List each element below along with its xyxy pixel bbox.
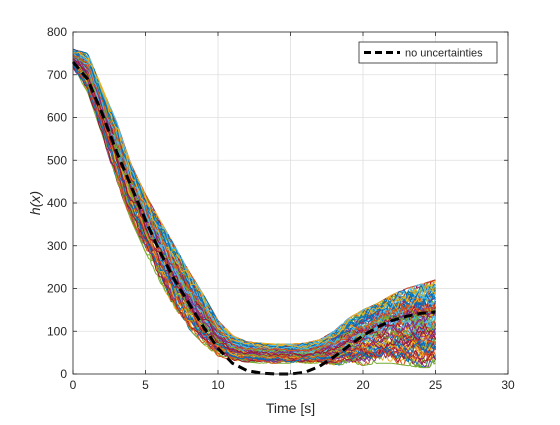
x-tick-label: 25: [429, 378, 443, 392]
ensemble-trajectory: [72, 53, 436, 351]
y-tick-label: 600: [47, 111, 67, 125]
ensemble-trajectory: [72, 66, 436, 369]
ensemble-trajectory: [72, 53, 436, 352]
legend-label-no-uncertainties: no uncertainties: [405, 48, 483, 60]
ensemble-trajectory: [72, 59, 436, 358]
y-tick-label: 400: [47, 196, 67, 210]
x-tick-label: 10: [211, 378, 225, 392]
ensemble-trajectory: [72, 58, 436, 357]
ensemble-trajectory: [72, 51, 436, 349]
x-tick-label: 5: [142, 378, 149, 392]
ensemble-trajectory: [72, 65, 436, 365]
ensemble-trajectory: [72, 63, 436, 363]
ensemble-trajectory: [72, 67, 436, 369]
reference-line-layer: [71, 60, 436, 376]
x-tick-label: 30: [501, 378, 515, 392]
y-tick-label: 200: [47, 282, 67, 296]
y-tick-label: 100: [47, 324, 67, 338]
x-tick-label: 20: [356, 378, 370, 392]
legend-box: [358, 41, 498, 64]
ensemble-trajectory: [72, 48, 436, 348]
y-tick-label: 800: [47, 25, 67, 39]
y-tick-label: 0: [60, 367, 67, 381]
y-tick-label: 300: [47, 239, 67, 253]
ensemble-lines: [72, 48, 436, 369]
y-tick-label: 700: [47, 68, 67, 82]
x-tick-label: 15: [284, 378, 298, 392]
ensemble-trajectory: [72, 51, 436, 351]
legend: no uncertainties: [358, 41, 498, 64]
x-tick-label: 0: [70, 378, 77, 392]
reference-line-no-uncertainties: [71, 60, 436, 376]
x-axis-label: Time [s]: [266, 400, 315, 416]
y-tick-label: 500: [47, 153, 67, 167]
y-axis-label: h(x): [27, 191, 43, 215]
